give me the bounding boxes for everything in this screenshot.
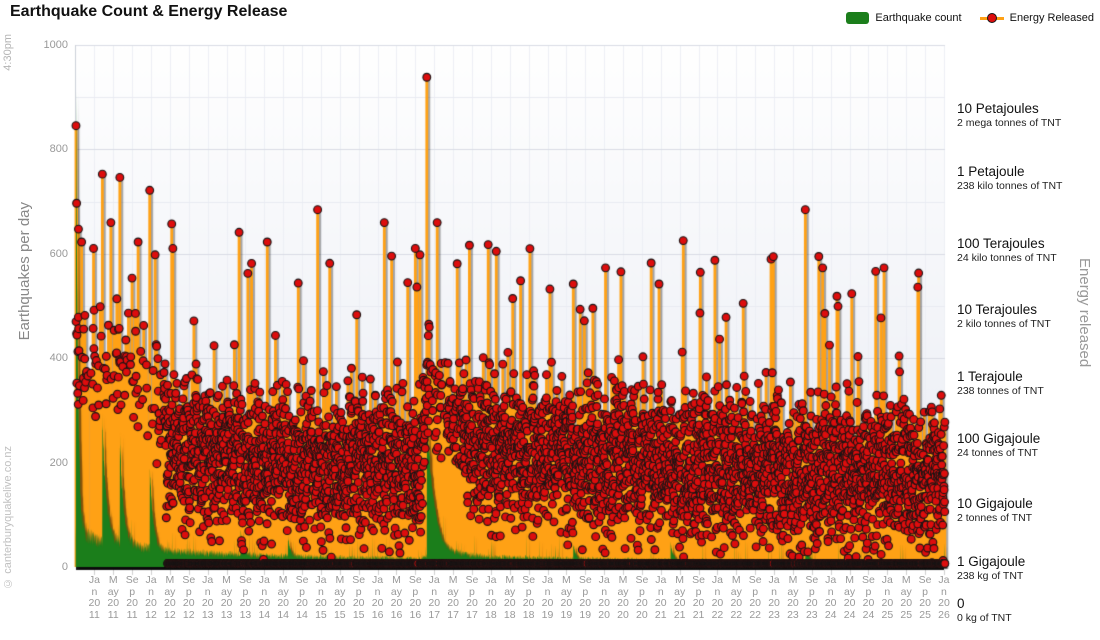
energy-axis-label: 1 Terajoule 238 tonnes of TNT [957, 369, 1044, 397]
earthquake-count-swatch-icon [846, 12, 870, 24]
energy-axis-label: 100 Terajoules 24 kilo tonnes of TNT [957, 236, 1057, 264]
x-axis-label: Ja n 20 16 [371, 574, 384, 621]
y-axis-tick: 200 [49, 456, 68, 469]
chart-legend: Earthquake count Energy Released [846, 12, 1094, 24]
x-axis-label: Ja n 20 17 [428, 574, 441, 621]
x-axis-label: Ja n 20 20 [598, 574, 610, 621]
x-axis-label: Se p 20 24 [862, 574, 875, 621]
x-axis-label: Ja n 20 26 [938, 574, 950, 621]
legend-item-earthquake-count[interactable]: Earthquake count [846, 12, 962, 24]
energy-released-marker-icon [979, 13, 1004, 23]
y-axis-tick: 1000 [43, 39, 68, 51]
legend-label: Earthquake count [875, 12, 962, 24]
x-axis-label: Se p 20 14 [295, 574, 309, 621]
energy-axis-label: 10 Petajoules 2 mega tonnes of TNT [957, 101, 1062, 129]
energy-axis-label: 1 Gigajoule 238 kg of TNT [957, 554, 1026, 582]
energy-axis-label: 1 Petajoule 238 kilo tonnes of TNT [957, 164, 1063, 192]
energy-axis-label: 10 Terajoules 2 kilo tonnes of TNT [957, 302, 1051, 330]
x-axis-label: Se p 20 20 [635, 574, 649, 621]
time-watermark: 4:30pm [2, 34, 14, 71]
x-axis-label: Ja n 20 15 [315, 574, 327, 621]
legend-item-energy-released[interactable]: Energy Released [979, 12, 1094, 24]
x-axis-label: Se p 20 25 [918, 574, 932, 621]
x-axis-label: Se p 20 19 [578, 574, 592, 621]
x-axis-label: Se p 20 12 [182, 574, 196, 621]
y-axis-tick: 0 [61, 561, 68, 573]
x-axis-label: Ja n 20 24 [824, 574, 837, 621]
x-axis-label: Se p 20 13 [238, 574, 252, 621]
x-axis-label: Ja n 20 14 [258, 574, 271, 621]
y-axis-title-right: Energy released [1076, 258, 1093, 368]
chart-title: Earthquake Count & Energy Release [10, 3, 288, 20]
y-axis-tick: 400 [49, 352, 68, 365]
x-axis-label: Se p 20 23 [805, 574, 819, 621]
y-axis-title-left: Earthquakes per day [16, 202, 33, 341]
x-axis-label: Ja n 20 25 [881, 574, 894, 621]
x-axis-label: Se p 20 17 [465, 574, 479, 621]
x-axis-label: Se p 20 22 [748, 574, 762, 621]
x-axis-label: Ja n 20 19 [541, 574, 554, 621]
y-axis-tick: 800 [49, 143, 68, 156]
x-axis-label: Ja n 20 21 [654, 574, 667, 621]
x-axis-label: Ja n 20 22 [711, 574, 724, 621]
site-watermark: © canterburyquakelive.co.nz [2, 446, 14, 589]
x-axis-label: Ja n 20 13 [201, 574, 214, 621]
energy-axis-label: 100 Gigajoule 24 tonnes of TNT [957, 431, 1041, 459]
x-axis-label: Ja n 20 18 [485, 574, 497, 621]
x-axis-label: Se p 20 18 [522, 574, 536, 621]
x-axis-label: Ja n 20 11 [88, 574, 101, 621]
x-axis-label: Se p 20 11 [125, 574, 139, 621]
x-axis-label: Ja n 20 12 [145, 574, 157, 621]
energy-axis-label: 10 Gigajoule 2 tonnes of TNT [957, 496, 1033, 524]
y-axis-tick: 600 [49, 247, 68, 260]
x-axis-label: Se p 20 15 [352, 574, 366, 621]
legend-label: Energy Released [1009, 12, 1094, 24]
x-axis-label: Se p 20 21 [692, 574, 705, 621]
x-axis-label: Ja n 20 23 [768, 574, 780, 621]
x-axis-label: Se p 20 16 [408, 574, 422, 621]
